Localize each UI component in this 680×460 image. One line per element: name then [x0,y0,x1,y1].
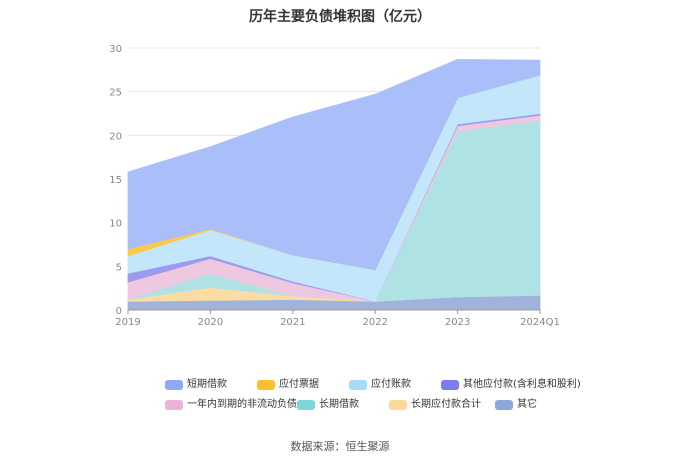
x-tick-label: 2024Q1 [520,317,560,328]
legend-label: 应付票据 [279,379,319,390]
legend-label: 长期借款 [319,399,359,410]
legend-swatch [165,380,183,390]
legend-swatch [165,400,183,410]
y-tick-label: 0 [116,306,122,317]
x-tick-label: 2023 [445,317,470,328]
legend-label: 长期应付款合计 [411,399,481,410]
area-series-短期借款 [127,58,541,271]
legend-swatch [257,380,275,390]
y-tick-label: 30 [109,44,122,55]
legend-swatch [297,400,315,410]
data-source: 数据来源：恒生聚源 [290,440,390,453]
y-tick-label: 5 [116,262,122,273]
legend-label: 应付账款 [371,379,411,390]
legend-swatch [495,400,513,410]
x-tick-label: 2021 [280,317,305,328]
y-tick-label: 20 [109,131,122,142]
y-tick-label: 15 [109,175,122,186]
legend-swatch [389,400,407,410]
x-tick-label: 2022 [362,317,387,328]
chart-title: 历年主要负债堆积图（亿元） [249,9,431,25]
legend-label: 短期借款 [187,379,227,390]
legend-swatch [441,380,459,390]
x-tick-label: 2020 [198,317,223,328]
y-tick-label: 25 [109,88,122,99]
legend-swatch [349,380,367,390]
y-tick-label: 10 [109,219,122,230]
chart-plot: 0 5 10 15 20 25 30 2019 2020 2021 2022 2023 2024Q1 [109,44,560,328]
legend-label: 其他应付款(含利息和股利) [463,379,581,390]
x-tick-label: 2019 [115,317,140,328]
legend-label: 其它 [517,399,537,410]
legend-label: 一年内到期的非流动负债 [187,399,297,410]
